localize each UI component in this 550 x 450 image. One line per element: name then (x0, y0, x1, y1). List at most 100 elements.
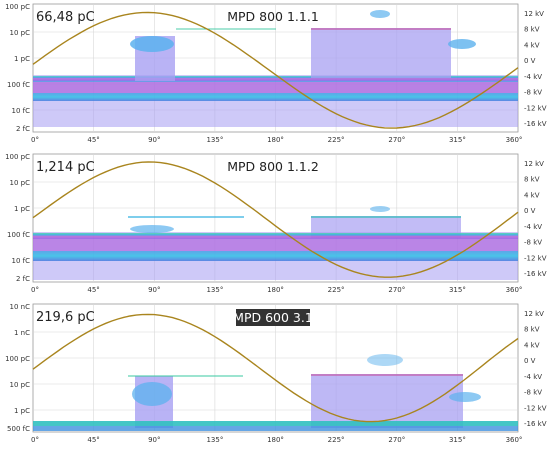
left-tick-label: 100 fC (7, 231, 30, 239)
left-tick-label: 10 fC (12, 257, 31, 265)
prpd-chart-1: MPD 800 1.1.1 66,48 pC 100 pC 10 pC 1 pC… (0, 0, 550, 150)
right-tick-label: 4 kV (524, 341, 540, 349)
x-tick-label: 360° (506, 286, 523, 294)
left-tick-label: 1 nC (14, 329, 30, 337)
right-tick-label: 8 kV (524, 326, 540, 334)
left-tick-label: 10 pC (10, 179, 31, 187)
pd-band-lower (33, 251, 518, 261)
pd-value: 66,48 pC (36, 10, 95, 25)
left-tick-label: 1 pC (14, 407, 30, 415)
x-tick-label: 0° (31, 136, 39, 144)
right-tick-label: 8 kV (524, 176, 540, 184)
pd-cluster-90-core (130, 36, 174, 52)
x-tick-label: 180° (267, 286, 284, 294)
prpd-chart-3: MPD 600 3.1 219,6 pC 10 nC 1 nC 100 pC 1… (0, 300, 550, 450)
pd-cluster-315 (448, 39, 476, 49)
right-tick-label: -4 kV (524, 373, 542, 381)
voltage-sine-curve (32, 11, 519, 129)
left-tick-label: 10 pC (10, 29, 31, 37)
pd-cluster-270 (311, 374, 463, 428)
x-tick-label: 45° (87, 436, 99, 444)
left-tick-label: 1 pC (14, 55, 30, 63)
left-axis: 10 nC 1 nC 100 pC 10 pC 1 pC 500 fC (5, 303, 30, 433)
x-tick-label: 90° (148, 286, 160, 294)
right-tick-label: 0 V (524, 57, 536, 65)
voltage-sine-curve (32, 313, 519, 423)
x-tick-label: 180° (267, 136, 284, 144)
x-axis: 0° 45° 90° 135° 180° 225° 270° 315° 360° (31, 436, 522, 444)
right-tick-label: -16 kV (524, 270, 547, 278)
x-tick-label: 45° (87, 286, 99, 294)
right-tick-label: 4 kV (524, 41, 540, 49)
chart-title-bg (236, 309, 310, 326)
left-tick-label: 1 pC (14, 205, 30, 213)
right-tick-label: 12 kV (524, 10, 544, 18)
pd-cluster-270-upper (367, 354, 403, 366)
pd-band-lower (33, 421, 518, 426)
prpd-chart-2: MPD 800 1.1.2 1,214 pC 100 pC 10 pC 1 pC… (0, 150, 550, 300)
voltage-sine-curve (32, 161, 519, 278)
x-tick-label: 360° (506, 136, 523, 144)
right-tick-label: 4 kV (524, 191, 540, 199)
left-tick-label: 10 fC (12, 107, 31, 115)
x-tick-label: 0° (31, 286, 39, 294)
x-axis: 0° 45° 90° 135° 180° 225° 270° 315° 360° (31, 286, 522, 294)
right-tick-label: -16 kV (524, 120, 547, 128)
left-tick-label: 100 pC (5, 355, 30, 363)
x-axis: 0° 45° 90° 135° 180° 225° 270° 315° 360° (31, 136, 522, 144)
right-tick-label: -12 kV (524, 104, 547, 112)
x-tick-label: 270° (388, 436, 405, 444)
right-tick-label: 12 kV (524, 160, 544, 168)
pd-cluster-90 (130, 225, 174, 233)
x-tick-label: 90° (148, 436, 160, 444)
pd-band-upper (33, 76, 518, 82)
left-tick-label: 2 fC (16, 275, 30, 283)
pd-cluster-315 (449, 392, 481, 402)
chart-title: MPD 600 3.1 (233, 310, 313, 325)
pd-cluster-270-upper (370, 206, 390, 212)
right-tick-label: 0 V (524, 357, 536, 365)
x-tick-label: 45° (87, 136, 99, 144)
right-axis: 12 kV 8 kV 4 kV 0 V -4 kV -8 kV -12 kV -… (524, 10, 547, 128)
chart-title: MPD 800 1.1.2 (227, 159, 319, 174)
left-tick-label: 100 fC (7, 81, 30, 89)
x-tick-label: 360° (506, 436, 523, 444)
right-tick-label: -12 kV (524, 404, 547, 412)
x-tick-label: 225° (328, 436, 345, 444)
x-tick-label: 225° (328, 286, 345, 294)
right-tick-label: 12 kV (524, 310, 544, 318)
x-tick-label: 315° (449, 286, 466, 294)
pd-cluster-90-core (132, 382, 172, 406)
pd-value: 219,6 pC (36, 310, 95, 325)
x-tick-label: 270° (388, 286, 405, 294)
right-tick-label: -8 kV (524, 239, 542, 247)
x-tick-label: 270° (388, 136, 405, 144)
x-tick-label: 90° (148, 136, 160, 144)
pd-band-base (33, 426, 518, 431)
left-tick-label: 500 fC (7, 425, 30, 433)
x-tick-label: 315° (449, 436, 466, 444)
right-tick-label: -8 kV (524, 389, 542, 397)
x-tick-label: 135° (206, 286, 223, 294)
right-tick-label: 8 kV (524, 26, 540, 34)
right-axis: 12 kV 8 kV 4 kV 0 V -4 kV -8 kV -12 kV -… (524, 160, 547, 278)
right-tick-label: -12 kV (524, 254, 547, 262)
chart-title: MPD 800 1.1.1 (227, 9, 319, 24)
left-tick-label: 10 nC (10, 303, 31, 311)
right-axis: 12 kV 8 kV 4 kV 0 V -4 kV -8 kV -12 kV -… (524, 310, 547, 428)
pd-band-upper (33, 233, 518, 239)
pd-value: 1,214 pC (36, 160, 95, 175)
x-tick-label: 315° (449, 136, 466, 144)
x-tick-label: 135° (206, 436, 223, 444)
right-tick-label: -8 kV (524, 89, 542, 97)
left-tick-label: 100 pC (5, 3, 30, 11)
left-axis: 100 pC 10 pC 1 pC 100 fC 10 fC 2 fC (5, 3, 30, 133)
pd-cluster-270 (311, 216, 461, 238)
x-tick-label: 135° (206, 136, 223, 144)
left-axis: 100 pC 10 pC 1 pC 100 fC 10 fC 2 fC (5, 153, 30, 283)
pd-cluster-270 (311, 28, 451, 78)
left-tick-label: 2 fC (16, 125, 30, 133)
right-tick-label: -4 kV (524, 223, 542, 231)
x-tick-label: 225° (328, 136, 345, 144)
pd-band-magenta (33, 239, 518, 251)
